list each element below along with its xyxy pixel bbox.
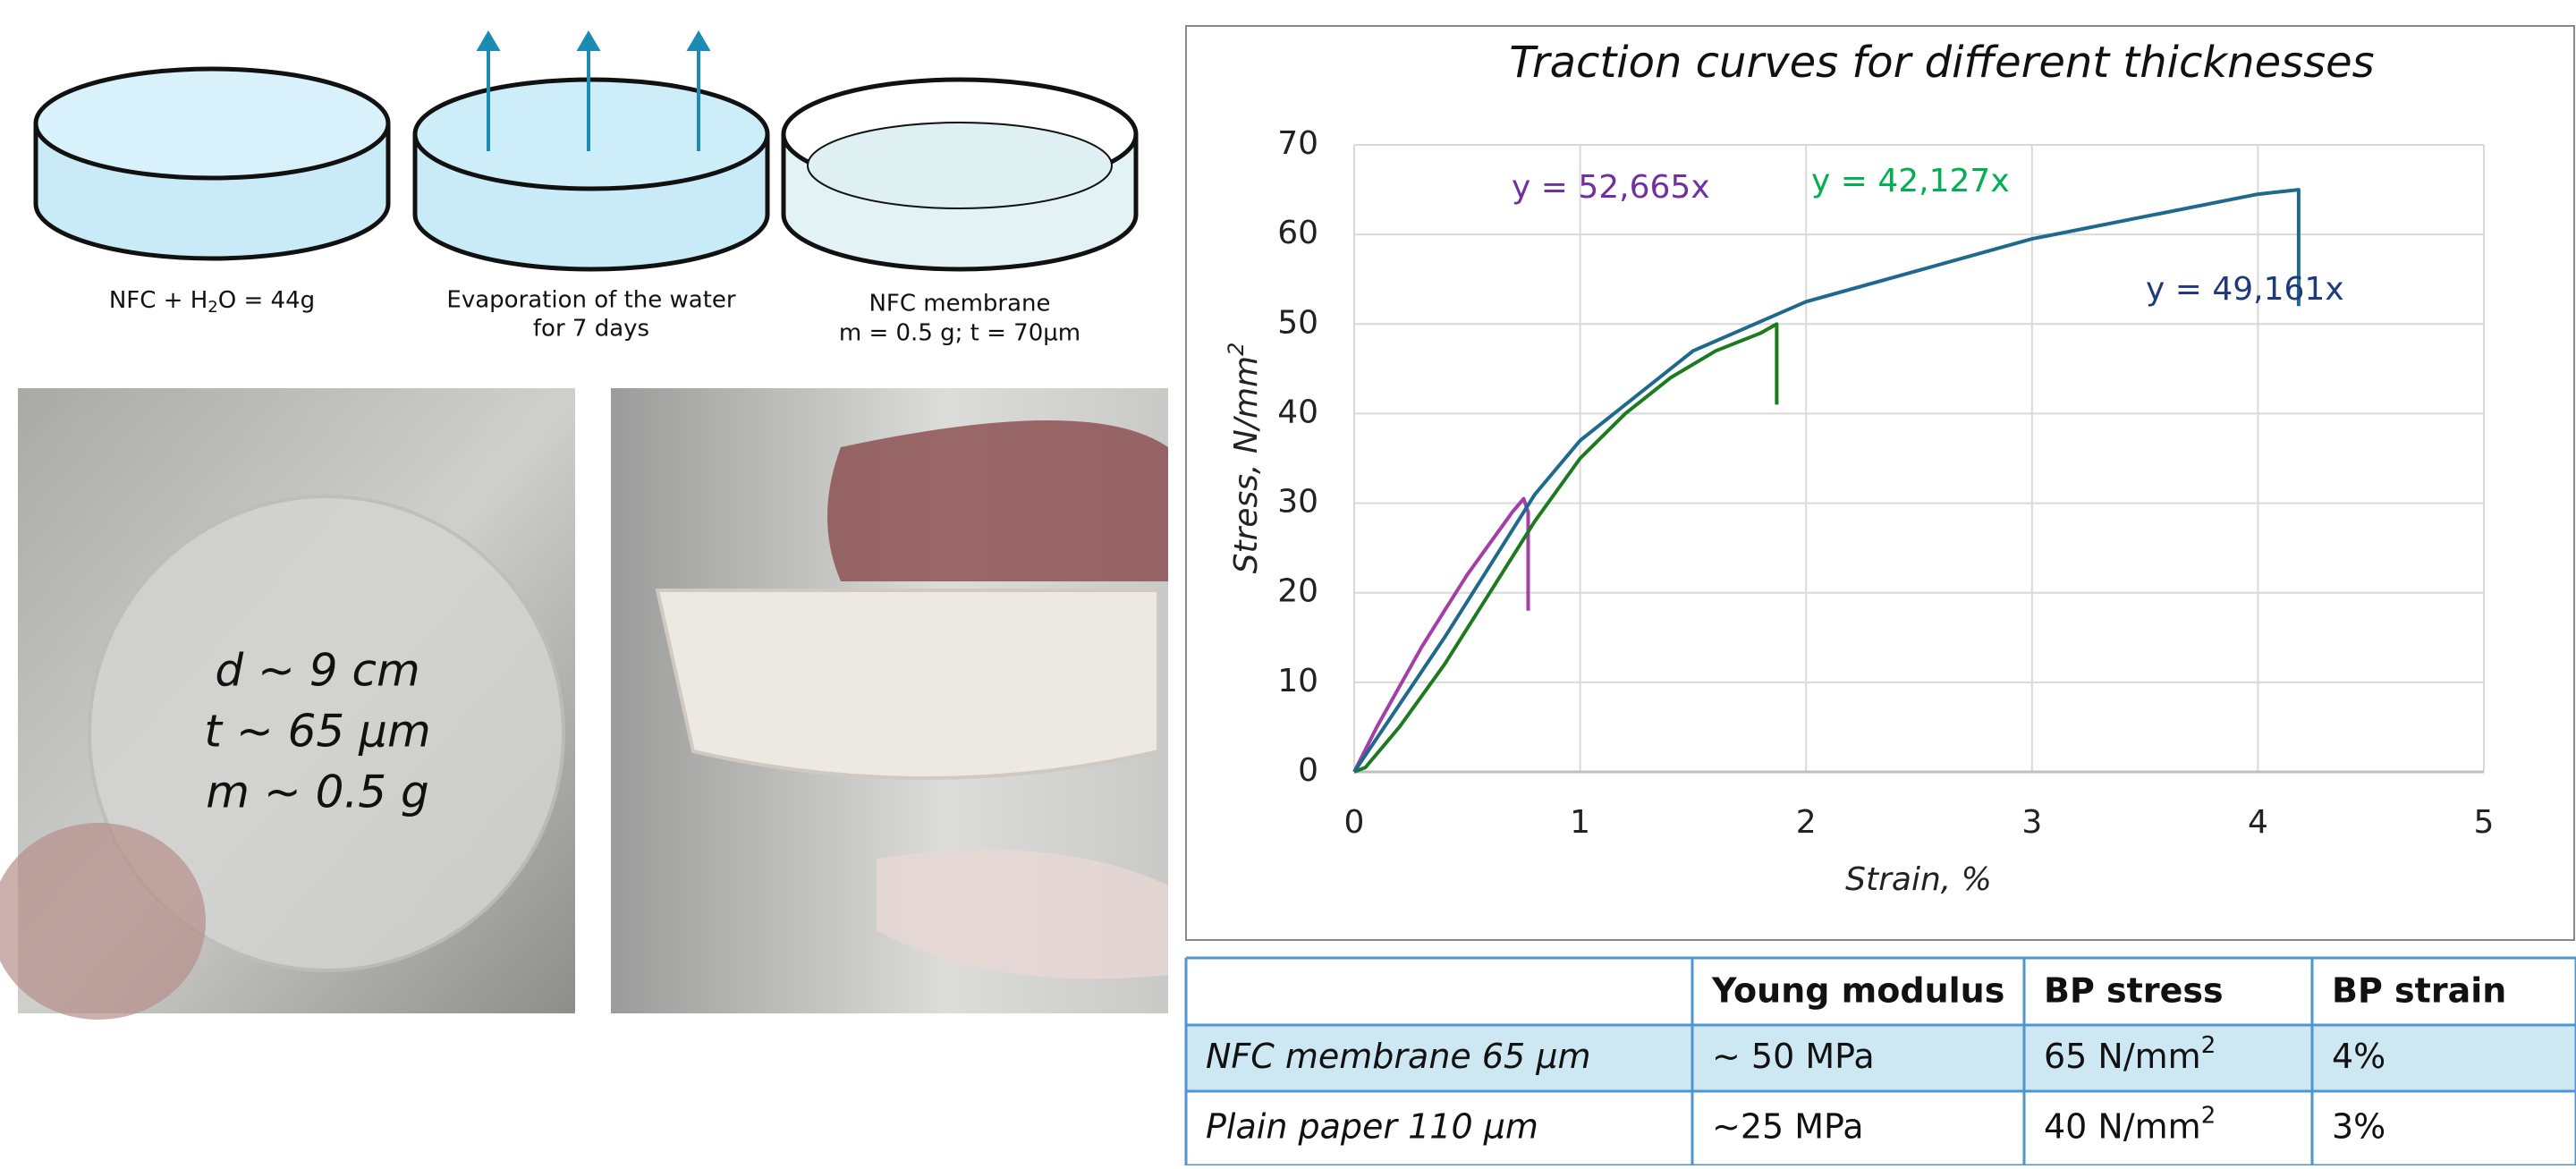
y-tick-label: 50 [1277, 304, 1318, 341]
curve-equation: y = 49,161x [2146, 271, 2344, 308]
y-tick-label: 0 [1298, 752, 1318, 789]
y-tick-label: 60 [1277, 215, 1318, 251]
cell-text: ~ 50 MPa [1712, 1037, 1875, 1076]
chart-title: Traction curves for different thicknesse… [1509, 38, 2374, 88]
cell-text: 3% [2332, 1106, 2385, 1146]
cell-text: 40 N/mm [2044, 1106, 2201, 1146]
table-cell: 3% [2332, 1106, 2385, 1146]
table-cell: 65 N/mm2 [2044, 1032, 2216, 1076]
table-row-bg [1186, 1025, 2576, 1091]
photo-membrane [0, 388, 575, 1020]
cell-sup: 2 [2201, 1102, 2216, 1129]
x-axis-label: Strain, % [1845, 861, 1992, 898]
y-tick-label: 20 [1277, 573, 1318, 610]
photo-caption: d ~ 9 cm [215, 645, 419, 697]
curve [1352, 496, 1530, 773]
x-tick-label: 3 [2021, 804, 2042, 841]
cell-text: ~25 MPa [1712, 1106, 1864, 1146]
photo-caption: t ~ 65 µm [204, 706, 430, 758]
photo-side [611, 388, 1168, 1013]
step-label: NFC membrane [869, 291, 1050, 318]
table-cell: NFC membrane 65 µm [1206, 1037, 1591, 1076]
cell-sup: 2 [2201, 1032, 2216, 1059]
table-cell: ~ 50 MPa [1712, 1037, 1875, 1076]
curve-equation: y = 52,665x [1512, 169, 1710, 206]
cell-text: Plain paper 110 µm [1206, 1106, 1538, 1146]
table-header: BP stress [2044, 971, 2224, 1011]
x-tick-label: 1 [1570, 804, 1590, 841]
y-tick-label: 30 [1277, 484, 1318, 521]
table-cell: 4% [2332, 1037, 2385, 1076]
x-tick-label: 5 [2474, 804, 2495, 841]
step-label: for 7 days [533, 316, 649, 343]
y-tick-label: 70 [1277, 125, 1318, 162]
table-cell: 40 N/mm2 [2044, 1102, 2216, 1146]
photo-caption: m ~ 0.5 g [206, 767, 429, 818]
table-header: BP strain [2332, 971, 2506, 1011]
curve [1352, 188, 2301, 774]
y-axis-label: Stress, N/mm2 [1224, 343, 1265, 574]
table-cell: ~25 MPa [1712, 1106, 1864, 1146]
table: Young modulus BP stress BP strain NFC membr… [1184, 956, 2576, 1167]
table-cell: Plain paper 110 µm [1206, 1106, 1538, 1146]
y-tick-label: 10 [1277, 663, 1318, 699]
table-header: Young modulus [1711, 971, 2004, 1011]
x-tick-label: 0 [1344, 804, 1365, 841]
cell-text: 65 N/mm [2044, 1037, 2201, 1076]
curve [1353, 322, 1779, 774]
x-tick-label: 2 [1796, 804, 1817, 841]
chart: 0 10 20 30 40 50 60 70 0 1 2 3 4 5 y = 52,665x y = 42,1… [1277, 125, 2494, 841]
step-label: Evaporation of the water [446, 287, 735, 314]
curve-equation: y = 42,127x [1811, 163, 2010, 199]
evaporation-arrows [476, 30, 711, 151]
petri-dishes [33, 66, 1139, 272]
x-tick-label: 4 [2248, 804, 2268, 841]
y-tick-label: 40 [1277, 394, 1318, 430]
step-label: NFC + H2O = 44g [109, 287, 315, 318]
chart-frame [1185, 25, 2575, 941]
cell-text: 4% [2332, 1037, 2385, 1076]
cell-text: NFC membrane 65 µm [1206, 1037, 1591, 1076]
step-label: m = 0.5 g; t = 70µm [839, 320, 1080, 347]
